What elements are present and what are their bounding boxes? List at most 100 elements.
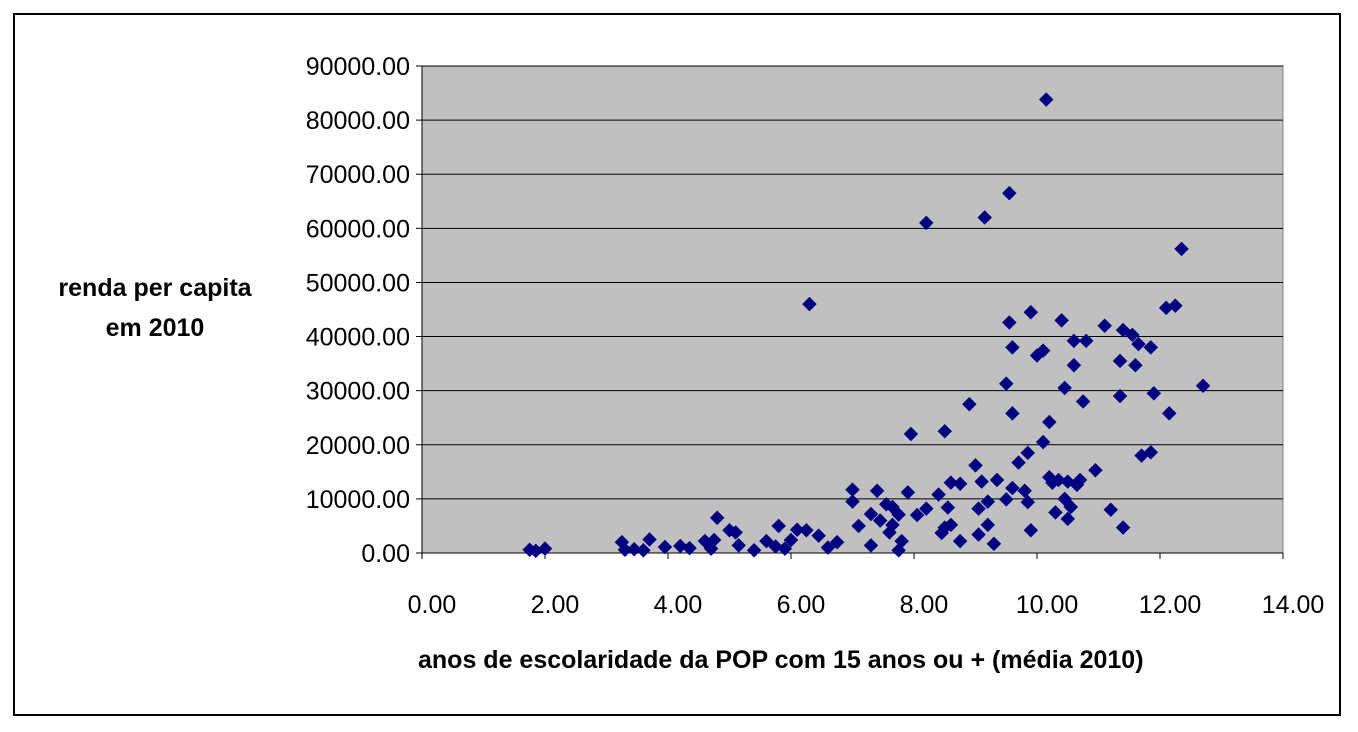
- data-point: [1146, 386, 1162, 401]
- data-point: [1063, 499, 1079, 515]
- data-point: [869, 483, 885, 499]
- data-point: [943, 475, 959, 491]
- y-tick-label: 90000.00: [306, 53, 410, 81]
- x-tick-label: 2.00: [531, 591, 580, 619]
- data-point: [974, 474, 990, 489]
- data-point: [1057, 380, 1073, 396]
- data-point: [1128, 357, 1143, 373]
- data-point: [1078, 333, 1094, 349]
- data-point: [1115, 520, 1131, 535]
- data-point: [845, 494, 860, 509]
- data-point: [771, 518, 787, 534]
- y-tick-label: 50000.00: [306, 269, 410, 297]
- y-axis-title-line-1: renda per capita: [58, 274, 252, 302]
- data-point: [1088, 462, 1103, 478]
- plot-area: [421, 65, 1284, 554]
- data-point: [931, 487, 946, 502]
- data-point: [1168, 298, 1183, 314]
- data-point: [1005, 406, 1020, 421]
- data-point: [1041, 414, 1057, 430]
- y-tick-label: 0.00: [361, 540, 410, 568]
- data-point: [783, 532, 799, 548]
- data-point: [980, 517, 996, 533]
- data-point: [863, 506, 879, 522]
- data-point: [1143, 340, 1159, 355]
- data-point: [1054, 312, 1069, 328]
- y-axis-title: renda per capita em 2010: [20, 268, 290, 348]
- data-point: [900, 485, 916, 500]
- data-point: [1060, 511, 1076, 527]
- data-point: [1097, 318, 1113, 334]
- data-point: [777, 541, 793, 557]
- data-point: [829, 534, 845, 550]
- data-point: [1035, 343, 1051, 358]
- data-point: [1131, 336, 1146, 352]
- data-point: [1005, 340, 1020, 355]
- data-point: [1066, 357, 1082, 373]
- data-point: [1112, 388, 1128, 404]
- data-point: [799, 522, 814, 538]
- data-point: [940, 500, 956, 515]
- data-point: [682, 540, 697, 556]
- data-point: [989, 472, 1005, 488]
- data-point: [1051, 472, 1066, 488]
- y-tick-label: 40000.00: [306, 324, 410, 352]
- data-point: [1011, 455, 1026, 470]
- data-point: [626, 541, 642, 557]
- data-point: [789, 522, 805, 538]
- y-tick-label: 10000.00: [306, 486, 410, 514]
- data-point: [1075, 394, 1091, 409]
- data-point: [746, 542, 762, 558]
- x-axis: 0.00 2.00 4.00 6.00 8.00 10.00 12.00 14.00: [408, 552, 1325, 619]
- data-point: [802, 296, 817, 312]
- data-point: [1035, 434, 1051, 450]
- data-point: [1038, 92, 1054, 107]
- data-point: [1020, 494, 1036, 510]
- data-point: [918, 501, 934, 516]
- data-point: [1048, 505, 1063, 520]
- data-point: [894, 533, 910, 549]
- data-point: [1103, 502, 1119, 518]
- data-point: [918, 215, 934, 231]
- data-point: [998, 376, 1014, 391]
- data-point: [968, 457, 983, 473]
- x-tick-label: 8.00: [900, 591, 949, 619]
- y-tick-label: 30000.00: [306, 378, 410, 406]
- data-point: [891, 507, 906, 522]
- x-tick-label: 14.00: [1262, 591, 1325, 619]
- data-point: [952, 476, 968, 492]
- data-point: [885, 517, 900, 533]
- data-point: [1174, 241, 1189, 257]
- data-point: [709, 510, 725, 526]
- y-axis-title-line-2: em 2010: [105, 314, 205, 342]
- y-tick-label: 80000.00: [306, 107, 410, 135]
- data-point: [1020, 445, 1036, 461]
- data-point: [1195, 378, 1211, 394]
- data-point: [952, 533, 968, 549]
- data-point: [636, 542, 651, 558]
- data-point: [1001, 315, 1017, 330]
- data-point: [1161, 406, 1177, 421]
- data-point: [1005, 480, 1020, 496]
- data-point: [986, 536, 1002, 552]
- data-point: [851, 518, 867, 534]
- y-tick-label: 70000.00: [306, 161, 410, 189]
- x-tick-label: 10.00: [1016, 591, 1079, 619]
- data-point: [537, 541, 553, 557]
- x-axis-title: anos de escolaridade da POP com 15 anos …: [418, 646, 1144, 674]
- data-point: [820, 540, 836, 555]
- data-point: [759, 533, 774, 549]
- x-tick-label: 4.00: [654, 591, 703, 619]
- data-point: [1072, 472, 1088, 488]
- data-point: [909, 507, 925, 523]
- y-tick-label: 20000.00: [306, 432, 410, 460]
- x-tick-label: 0.00: [408, 591, 457, 619]
- data-points: [522, 92, 1211, 559]
- data-point: [977, 210, 993, 225]
- data-point: [1023, 522, 1039, 538]
- y-tick-label: 60000.00: [306, 215, 410, 243]
- data-point: [1066, 333, 1082, 349]
- data-point: [903, 426, 919, 442]
- data-point: [728, 525, 744, 540]
